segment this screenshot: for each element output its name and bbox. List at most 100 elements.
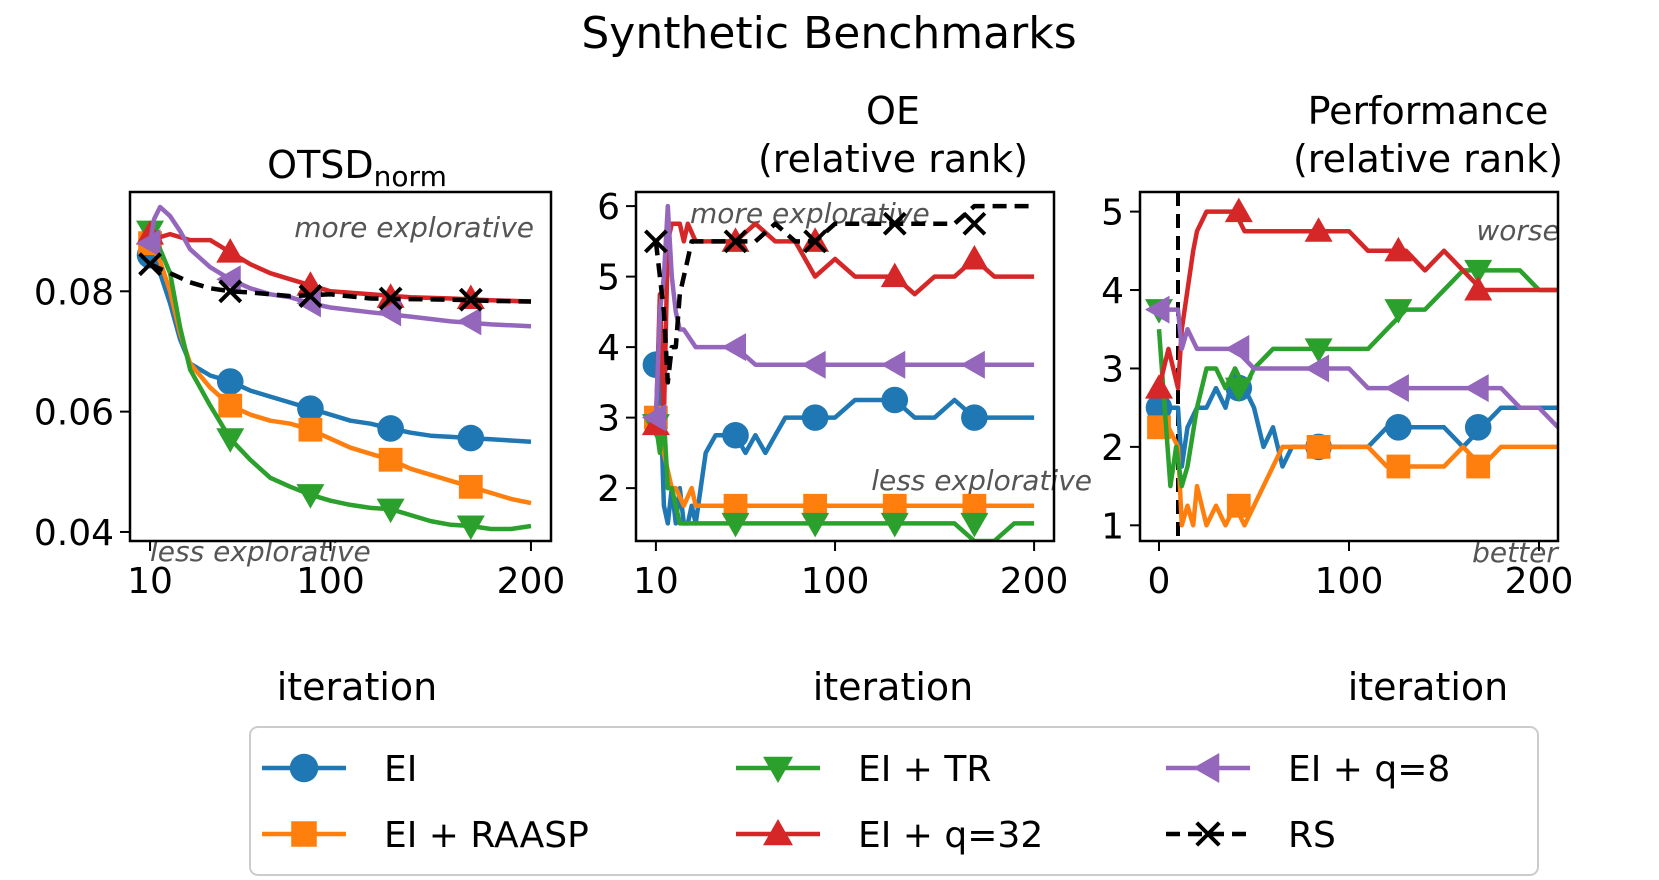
panel-otsd-series-ei-tr-marker [376, 498, 405, 524]
panel-performance-series-ei-marker [1464, 413, 1492, 441]
panel-oe-series-ei-tr-marker [801, 512, 830, 538]
panel-otsd-ytick-label: 0.08 [34, 272, 114, 313]
panel-otsd-series-ei-raasp-marker [298, 417, 323, 442]
legend-label: EI + RAASP [384, 815, 589, 856]
panel-oe-xlabel: iteration [813, 665, 974, 709]
panel-otsd-xtick-label: 200 [497, 561, 566, 602]
panel-oe-series-ei-raasp-marker [723, 493, 748, 518]
legend-marker [763, 819, 793, 846]
panel-oe-series-ei-tr-marker [960, 512, 989, 538]
panel-performance-ytick-label: 3 [1101, 349, 1124, 390]
panel-performance: Performance (relative rank) worse better… [1101, 89, 1573, 709]
legend-marker [1193, 753, 1220, 783]
panel-performance-ytick-label: 4 [1101, 271, 1124, 312]
panel-performance-series-ei-q-32-marker [1464, 276, 1493, 301]
legend-item-rs: RS [1166, 815, 1336, 856]
panel-otsd-series-ei-raasp-marker [458, 474, 483, 499]
panel-otsd-title-sub: norm [374, 160, 447, 193]
panel-oe-series-rs-marker [882, 211, 907, 236]
legend-marker [1195, 821, 1221, 847]
panel-oe-series-ei-raasp-marker [962, 493, 987, 518]
panel-otsd-series-rs-line [149, 262, 532, 304]
panel-otsd-series-ei-q-32-marker [456, 284, 485, 310]
legend-marker [763, 756, 793, 783]
panel-otsd-series-ei-marker [457, 424, 485, 452]
panel-oe-series-ei-q-8-marker [721, 333, 747, 362]
panel-oe-title-line2: (relative rank) [758, 137, 1028, 181]
panel-oe-ytick-label: 5 [597, 258, 620, 299]
panel-otsd-title-main: OTSD [267, 143, 374, 187]
legend-item-ei: EI [262, 749, 417, 790]
panel-performance-series-ei-raasp-marker [1306, 434, 1331, 459]
panel-oe-xtick-label: 200 [1000, 561, 1069, 602]
panel-performance-plot-area [1145, 192, 1558, 541]
panel-otsd: OTSDnorm more explorative less explorati… [34, 143, 565, 709]
panel-oe-series-ei-raasp-marker [803, 493, 828, 518]
legend-label: RS [1288, 815, 1336, 856]
panel-otsd-plot-area [136, 204, 532, 540]
panel-otsd-series-rs-marker [218, 279, 243, 304]
panel-oe-title: OE [866, 89, 920, 133]
panel-otsd-xtick-label: 10 [127, 561, 173, 602]
panel-otsd-series-rs-marker [138, 252, 162, 277]
panel-oe-anno-bottom: less explorative [871, 464, 1092, 497]
panel-otsd-series-ei-raasp-marker [218, 393, 243, 418]
panel-oe-series-rs-marker [803, 229, 828, 254]
panel-oe-series-ei-q-8-marker [880, 350, 906, 379]
panel-otsd-title: OTSDnorm [267, 143, 447, 193]
panel-otsd-xlabel: iteration [277, 665, 438, 709]
panel-oe-series-rs-marker [643, 229, 668, 254]
panel-oe-series-ei-q-8-marker [960, 350, 985, 379]
panel-otsd-series-rs-marker [458, 287, 483, 312]
panel-oe-series-ei-marker [722, 421, 749, 449]
panel-otsd-series-ei-q-32-marker [216, 238, 245, 263]
panel-oe-series-ei-tr-marker [880, 512, 909, 538]
panel-otsd-ytick-label: 0.04 [34, 513, 114, 554]
legend-marker [289, 753, 319, 783]
panel-otsd-series-ei-tr-marker [456, 515, 485, 540]
panel-performance-series-ei-q-8-marker [1145, 295, 1170, 324]
panel-oe-series-rs-marker [962, 211, 987, 236]
panel-otsd-series-ei-marker [297, 395, 324, 422]
panel-performance-series-ei-q-8-marker [1464, 374, 1489, 403]
panel-performance-series-ei-tr-marker [1304, 338, 1333, 363]
panel-performance-title: Performance [1308, 89, 1549, 133]
panel-performance-anno-top: worse [1476, 214, 1559, 247]
legend-item-ei-tr: EI + TR [736, 749, 991, 790]
panel-performance-series-ei-q-32-line [1156, 209, 1558, 391]
panel-performance-series-ei-q-8-marker [1224, 334, 1250, 363]
panel-oe-series-ei-q-8-line [653, 203, 1035, 418]
panel-otsd-series-rs-marker [298, 284, 323, 309]
legend-marker [291, 821, 317, 847]
panel-performance-series-ei-tr-marker [1384, 299, 1413, 324]
panel-oe-series-ei-marker [801, 404, 829, 431]
panel-oe-ytick-label: 3 [597, 399, 620, 440]
panel-performance-series-ei-raasp-marker [1466, 454, 1491, 479]
panel-otsd-series-ei-tr-marker [296, 484, 325, 509]
panel-otsd-xtick-label: 100 [296, 561, 365, 602]
panel-otsd-series-ei-q-8-marker [136, 229, 161, 258]
legend-label: EI + q=8 [1288, 749, 1450, 790]
panel-otsd-series-ei-tr-marker [216, 428, 245, 453]
panel-performance-series-ei-q-32-marker [1384, 236, 1413, 262]
panel-otsd-series-ei-q-8-marker [296, 289, 321, 318]
panel-performance-title-line2: (relative rank) [1293, 137, 1563, 181]
legend-label: EI [384, 749, 417, 790]
panel-performance-series-ei-q-8-marker [1304, 354, 1330, 383]
panel-performance-xtick-label: 100 [1315, 561, 1384, 602]
panel-performance-ytick-label: 5 [1101, 193, 1124, 234]
panel-otsd-series-rs-marker [378, 286, 403, 311]
panel-oe-ytick-label: 2 [597, 469, 620, 510]
legend: EI EI + RAASP EI + TR EI + q=32 EI + q=8 RS [249, 726, 1539, 876]
panel-performance-series-ei-raasp-marker [1386, 454, 1411, 479]
panel-otsd-series-ei-marker [216, 368, 244, 395]
panel-oe-xtick-label: 10 [633, 561, 679, 602]
panel-performance-series-ei-marker [1385, 413, 1412, 441]
panel-oe-series-ei-q-32-line [653, 221, 1035, 425]
panel-performance-series-ei-q-32-marker [1304, 217, 1333, 242]
panel-oe-series-ei-q-8-marker [801, 350, 826, 379]
panel-performance-series-ei-raasp-line [1159, 425, 1558, 528]
legend-label: EI + TR [858, 749, 991, 790]
panel-performance-series-ei-q-32-marker [1224, 197, 1253, 223]
